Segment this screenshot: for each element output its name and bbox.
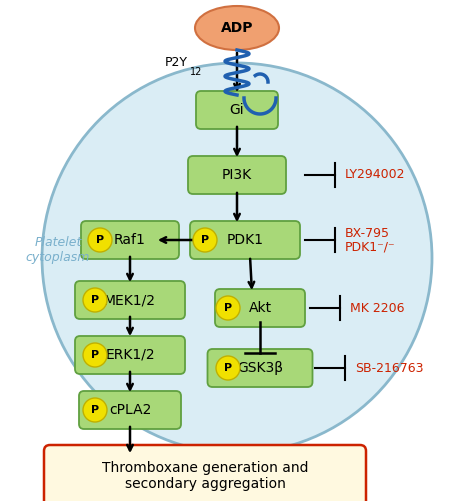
Circle shape [216,356,240,380]
FancyBboxPatch shape [75,281,185,319]
Text: P: P [96,235,104,245]
FancyBboxPatch shape [190,221,300,259]
Text: P: P [224,303,232,313]
Text: Platelet
cytoplasm: Platelet cytoplasm [26,236,90,264]
Text: P2Y: P2Y [165,56,188,69]
Text: MEK1/2: MEK1/2 [104,293,156,307]
Text: PDK1: PDK1 [227,233,264,247]
Circle shape [83,343,107,367]
Text: BX-795: BX-795 [345,227,390,240]
Text: ADP: ADP [221,21,253,35]
Text: PDK1⁻/⁻: PDK1⁻/⁻ [345,240,396,253]
Text: P: P [201,235,209,245]
Text: LY294002: LY294002 [345,168,405,181]
Text: Akt: Akt [248,301,272,315]
Text: PI3K: PI3K [222,168,252,182]
Text: Thromboxane generation and
secondary aggregation: Thromboxane generation and secondary agg… [102,461,308,491]
Text: GSK3β: GSK3β [237,361,283,375]
Text: P: P [91,295,99,305]
FancyBboxPatch shape [44,445,366,501]
Circle shape [88,228,112,252]
FancyBboxPatch shape [79,391,181,429]
Circle shape [193,228,217,252]
Text: P: P [91,405,99,415]
Circle shape [83,288,107,312]
Text: 12: 12 [190,67,202,77]
Ellipse shape [42,63,432,453]
Text: Raf1: Raf1 [114,233,146,247]
FancyBboxPatch shape [81,221,179,259]
FancyBboxPatch shape [75,336,185,374]
Text: P: P [224,363,232,373]
FancyBboxPatch shape [208,349,312,387]
Text: MK 2206: MK 2206 [350,302,404,315]
Circle shape [216,296,240,320]
FancyBboxPatch shape [188,156,286,194]
Text: Gi: Gi [230,103,244,117]
FancyBboxPatch shape [215,289,305,327]
FancyBboxPatch shape [196,91,278,129]
Text: cPLA2: cPLA2 [109,403,151,417]
Circle shape [83,398,107,422]
Text: ERK1/2: ERK1/2 [105,348,155,362]
Ellipse shape [195,6,279,50]
Text: SB-216763: SB-216763 [355,362,423,375]
Text: P: P [91,350,99,360]
